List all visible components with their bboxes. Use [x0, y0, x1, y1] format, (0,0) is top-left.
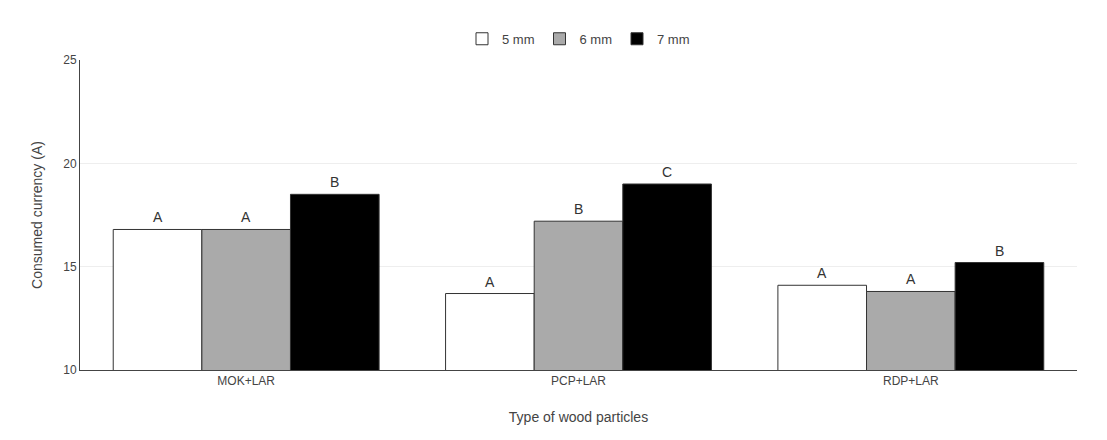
- svg-text:B: B: [995, 243, 1004, 259]
- svg-text:A: A: [153, 209, 163, 225]
- svg-text:7 mm: 7 mm: [657, 32, 690, 47]
- svg-text:Consumed currency (A): Consumed currency (A): [29, 141, 45, 289]
- svg-text:A: A: [906, 271, 916, 287]
- svg-text:A: A: [241, 209, 251, 225]
- svg-text:RDP+LAR: RDP+LAR: [883, 374, 939, 388]
- svg-text:B: B: [574, 201, 583, 217]
- svg-text:6 mm: 6 mm: [580, 32, 613, 47]
- svg-text:20: 20: [63, 157, 77, 171]
- svg-text:C: C: [662, 164, 672, 180]
- svg-text:15: 15: [63, 260, 77, 274]
- svg-text:MOK+LAR: MOK+LAR: [217, 374, 275, 388]
- svg-text:A: A: [485, 274, 495, 290]
- svg-text:A: A: [817, 265, 827, 281]
- svg-text:10: 10: [63, 363, 77, 377]
- svg-text:B: B: [330, 174, 339, 190]
- svg-text:25: 25: [63, 53, 77, 67]
- svg-text:5 mm: 5 mm: [502, 32, 535, 47]
- svg-text:Type of wood particles: Type of wood particles: [509, 409, 648, 425]
- svg-text:PCP+LAR: PCP+LAR: [551, 374, 606, 388]
